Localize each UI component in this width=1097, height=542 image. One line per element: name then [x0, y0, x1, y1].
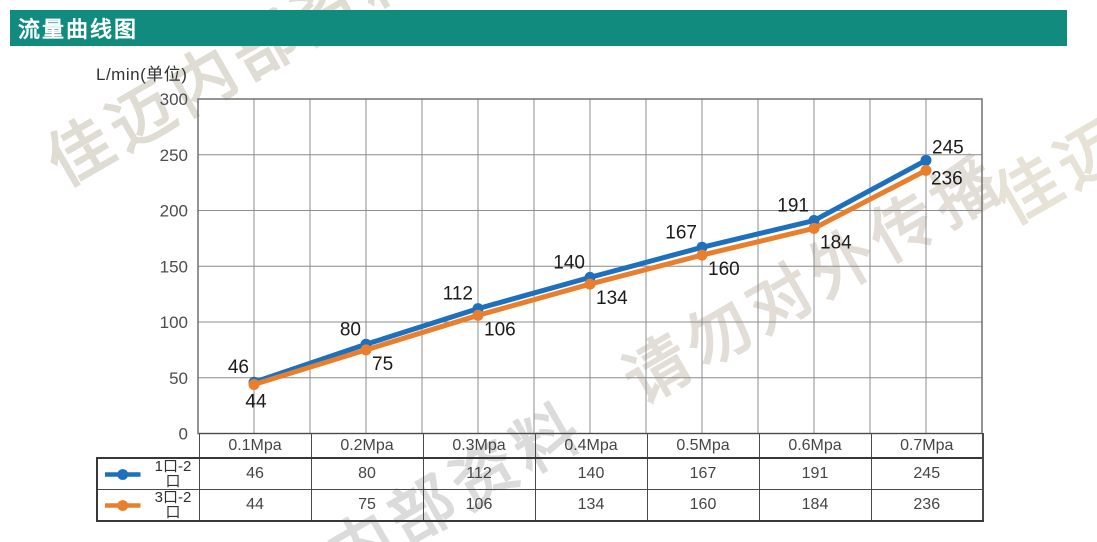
table-row: 1口-2口 46 80 112 140 167 191 245 — [96, 457, 984, 490]
data-point — [808, 222, 820, 234]
page-title: 流量曲线图 — [18, 17, 139, 42]
category-header-cell: 0.6Mpa — [758, 433, 872, 459]
data-point — [920, 154, 932, 166]
data-label: 236 — [931, 168, 963, 189]
value-cell: 106 — [422, 489, 536, 522]
y-tick-label: 100 — [160, 313, 188, 332]
data-label: 160 — [708, 259, 740, 280]
category-header-cell: 0.5Mpa — [646, 433, 760, 459]
series-line-marker-icon — [104, 468, 141, 480]
category-header-cell: 0.3Mpa — [422, 433, 536, 459]
table-row: 3口-2口 44 75 106 134 160 184 236 — [96, 489, 984, 522]
data-label: 191 — [777, 196, 809, 217]
value-cell: 44 — [198, 489, 312, 522]
data-table: 0.1Mpa 0.2Mpa 0.3Mpa 0.4Mpa 0.5Mpa 0.6Mpa 0.7M… — [96, 433, 984, 522]
value-cell: 80 — [310, 457, 424, 490]
value-cell: 184 — [758, 489, 872, 522]
data-point — [360, 344, 372, 356]
data-label: 44 — [245, 391, 267, 412]
category-header-cell: 0.4Mpa — [534, 433, 648, 459]
data-label: 106 — [484, 319, 516, 340]
y-tick-label: 150 — [160, 257, 188, 276]
data-point — [584, 278, 596, 290]
legend-cell: 3口-2口 — [96, 489, 200, 522]
legend-series-label: 1口-2口 — [154, 458, 192, 490]
data-point — [472, 309, 484, 321]
value-cell: 140 — [534, 457, 648, 490]
value-cell: 167 — [646, 457, 760, 490]
data-label: 140 — [553, 252, 585, 273]
value-cell: 245 — [870, 457, 984, 490]
data-label: 184 — [820, 232, 852, 253]
value-cell: 134 — [534, 489, 648, 522]
y-axis-tick-labels: 0 50 100 150 200 250 300 — [160, 90, 188, 444]
data-point — [808, 215, 820, 227]
category-header-cell: 0.2Mpa — [310, 433, 424, 459]
data-label: 245 — [932, 137, 964, 158]
y-tick-label: 300 — [160, 90, 188, 109]
data-label: 112 — [443, 284, 473, 305]
series-line-marker-icon — [104, 499, 141, 511]
data-label: 80 — [340, 319, 361, 340]
table-corner-cell — [97, 434, 199, 459]
value-cell: 191 — [758, 457, 872, 490]
legend-series-label: 3口-2口 — [154, 489, 192, 521]
data-label: 46 — [228, 357, 249, 378]
y-tick-label: 50 — [169, 369, 188, 388]
legend-cell: 1口-2口 — [96, 457, 200, 490]
table-header-row: 0.1Mpa 0.2Mpa 0.3Mpa 0.4Mpa 0.5Mpa 0.6Mpa 0.7M… — [97, 433, 984, 459]
data-point — [696, 241, 708, 253]
title-bar: 流量曲线图 — [10, 10, 1067, 46]
category-header-cell: 0.1Mpa — [198, 433, 312, 459]
grid-lines — [197, 98, 983, 434]
y-tick-label: 250 — [160, 146, 188, 165]
value-cell: 160 — [646, 489, 760, 522]
y-tick-label: 200 — [160, 202, 188, 221]
series-2: 44 75 106 134 160 184 236 — [245, 164, 963, 412]
value-cell: 46 — [198, 457, 312, 490]
data-point — [696, 249, 708, 261]
category-header-cell: 0.7Mpa — [870, 433, 984, 459]
y-axis-unit-label: L/min(单位) — [96, 65, 188, 84]
value-cell: 112 — [422, 457, 536, 490]
value-cell: 75 — [310, 489, 424, 522]
data-point — [248, 378, 260, 390]
value-cell: 236 — [870, 489, 984, 522]
data-label: 134 — [596, 288, 628, 309]
data-label: 75 — [372, 354, 393, 375]
data-label: 167 — [665, 222, 697, 243]
data-point — [920, 164, 932, 176]
y-tick-label: 0 — [179, 425, 188, 444]
series-1: 46 80 112 140 167 191 245 — [228, 137, 964, 388]
